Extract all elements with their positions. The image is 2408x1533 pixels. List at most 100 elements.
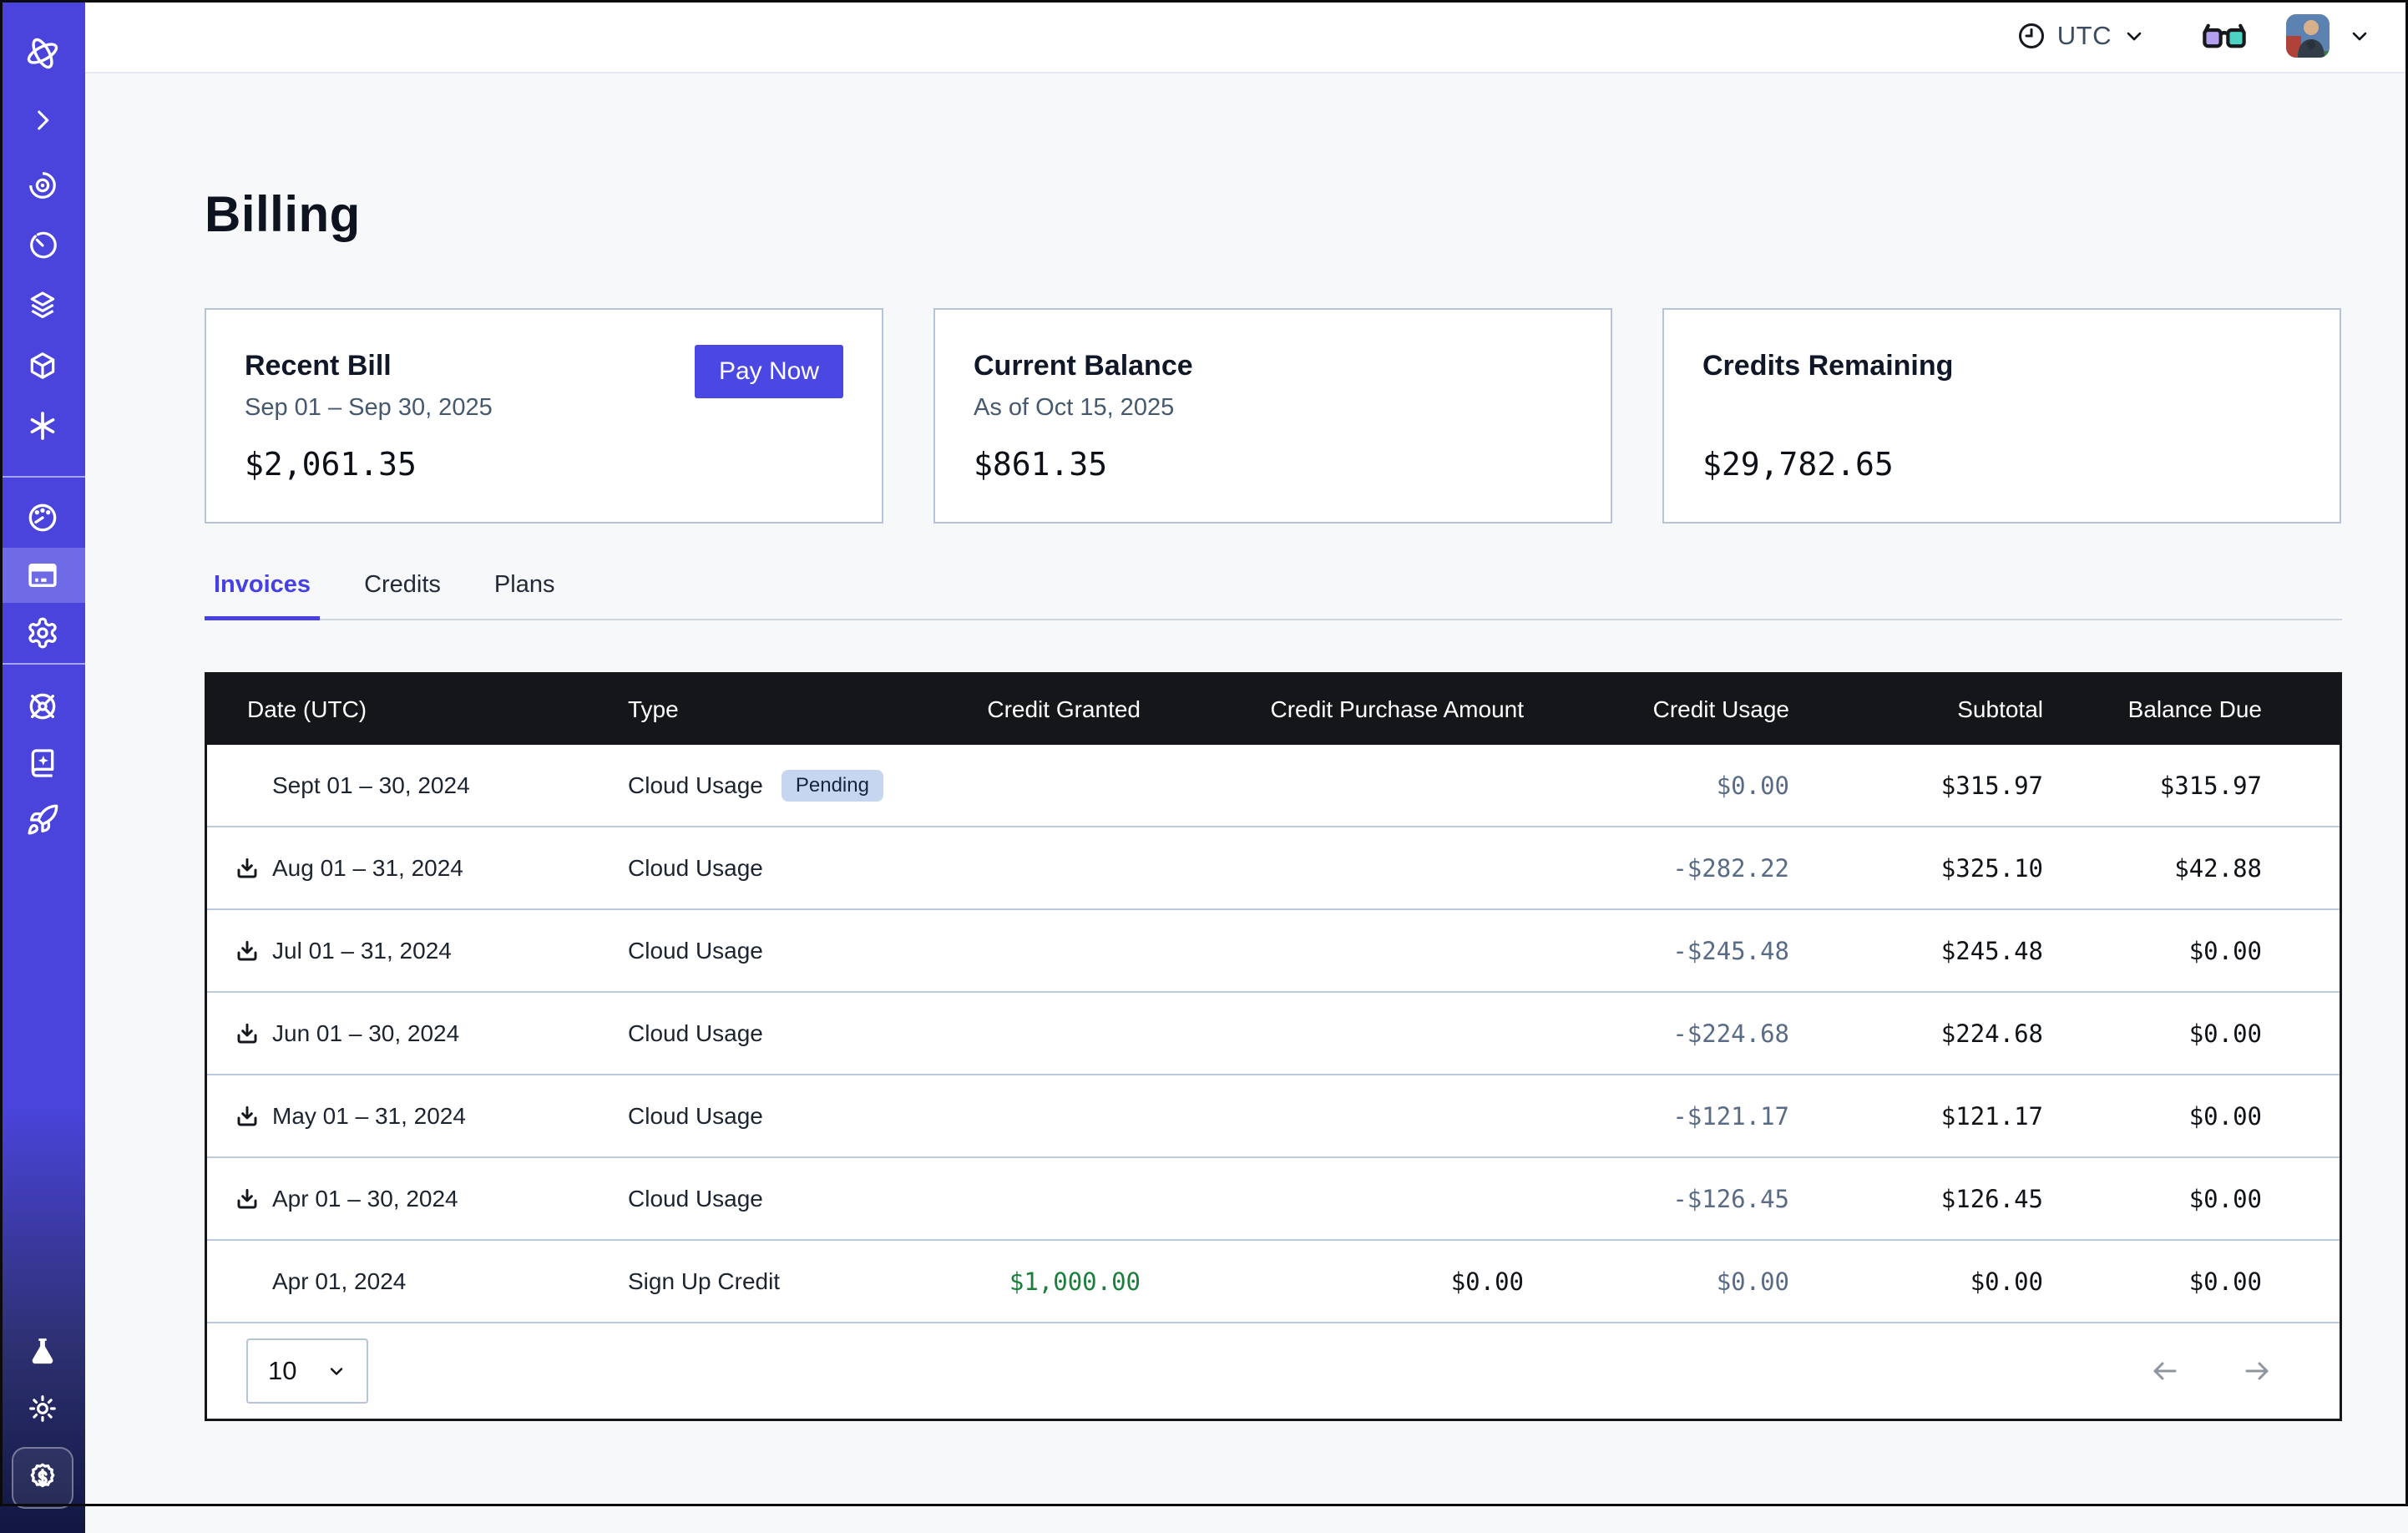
timer-icon [27,230,58,261]
table-row: May 01 – 31, 2024 Cloud Usage -$121.17 $… [207,1074,2340,1156]
next-page-button[interactable] [2238,1356,2276,1386]
flask-icon [26,1335,59,1369]
invoice-date: May 01 – 31, 2024 [272,1103,466,1130]
card-subtitle: Sep 01 – Sep 30, 2025 [245,394,843,422]
invoice-type: Cloud Usage [628,938,763,964]
download-icon [234,1020,261,1047]
sidebar-item-getting-started[interactable] [0,793,85,847]
table-row: Apr 01 – 30, 2024 Cloud Usage -$126.45 $… [207,1156,2340,1239]
user-menu[interactable] [2286,14,2371,58]
pay-now-button[interactable]: Pay Now [695,345,843,398]
glasses-icon [2201,21,2248,51]
wheel-icon [26,690,59,723]
credit-usage-value: -$126.45 [1524,1185,1789,1213]
download-invoice-button[interactable] [234,938,261,964]
credit-usage-value: -$245.48 [1524,937,1789,965]
billing-tabs: Invoices Credits Plans [205,571,2342,620]
gear-icon [26,616,59,650]
sidebar [0,0,85,1533]
column-header-subtotal: Subtotal [1789,696,2043,723]
sidebar-item-cube[interactable] [0,339,85,392]
subtotal-value: $121.17 [1789,1102,2043,1131]
sidebar-item-labs[interactable] [26,1325,59,1379]
invoice-type: Cloud Usage [628,1186,763,1212]
credit-usage-value: $0.00 [1524,772,1789,800]
rocket-icon [26,803,59,837]
orbit-logo-icon [23,34,62,73]
credit-granted-value: $1,000.00 [950,1267,1141,1296]
invoice-type: Cloud Usage [628,772,763,799]
chevron-down-icon [326,1361,347,1381]
subtotal-value: $0.00 [1789,1267,2043,1296]
column-header-credit-purchase: Credit Purchase Amount [1141,696,1524,723]
balance-due-value: $0.00 [2043,937,2340,965]
download-icon [234,1186,261,1212]
credit-usage-value: -$282.22 [1524,854,1789,883]
subtotal-value: $315.97 [1789,772,2043,800]
download-invoice-button[interactable] [234,855,261,882]
download-icon [234,855,261,882]
page-size-select[interactable]: 10 [246,1338,368,1404]
sidebar-item-settings[interactable] [0,606,85,660]
view-mode-button[interactable] [2201,21,2248,51]
sidebar-item-asterisk[interactable] [0,399,85,453]
sidebar-item-layers[interactable] [0,279,85,332]
invoice-type: Cloud Usage [628,1103,763,1130]
table-row: Apr 01, 2024 Sign Up Credit $1,000.00 $0… [207,1239,2340,1322]
download-icon [234,938,261,964]
table-row: Jul 01 – 31, 2024 Cloud Usage -$245.48 $… [207,908,2340,991]
download-invoice-button[interactable] [234,1020,261,1047]
balance-due-value: $42.88 [2043,854,2340,883]
sidebar-item-logo[interactable] [0,27,85,80]
topbar: UTC [85,0,2408,73]
balance-due-value: $0.00 [2043,1102,2340,1131]
summary-cards: Recent Bill Sep 01 – Sep 30, 2025 $2,061… [205,308,2342,524]
sidebar-divider [0,476,85,478]
billing-card-icon [25,558,60,593]
invoice-date: Apr 01 – 30, 2024 [272,1186,458,1212]
credit-purchase-value: $0.00 [1141,1267,1524,1296]
credits-remaining-card: Credits Remaining $29,782.65 [1662,308,2341,524]
subtotal-value: $224.68 [1789,1019,2043,1048]
dollar-badge-icon [25,1460,60,1495]
credit-usage-value: -$224.68 [1524,1019,1789,1048]
download-invoice-button[interactable] [234,1186,261,1212]
column-header-credit-granted: Credit Granted [950,696,1141,723]
tab-credits[interactable]: Credits [355,571,450,619]
column-header-type: Type [599,696,950,723]
sidebar-item-explore[interactable] [0,680,85,733]
previous-page-button[interactable] [2146,1356,2184,1386]
layers-icon [27,290,58,321]
pagination: 10 [207,1322,2340,1419]
sidebar-item-theme[interactable] [27,1382,58,1435]
sidebar-item-observe[interactable] [0,159,85,212]
sidebar-item-timer[interactable] [0,219,85,272]
credits-button[interactable] [12,1447,73,1509]
sidebar-item-dashboard[interactable] [0,491,85,544]
cube-icon [27,350,58,382]
subtotal-value: $325.10 [1789,854,2043,883]
download-invoice-button[interactable] [234,1103,261,1130]
recent-bill-card: Recent Bill Sep 01 – Sep 30, 2025 $2,061… [205,308,883,524]
card-title: Current Balance [974,350,1572,382]
sun-icon [27,1393,58,1424]
sidebar-item-expand[interactable] [0,94,85,147]
timezone-selector[interactable]: UTC [2016,21,2146,51]
sidebar-bottom-group [0,1325,85,1533]
tab-invoices[interactable]: Invoices [205,571,320,619]
invoice-type: Cloud Usage [628,1020,763,1047]
tab-plans[interactable]: Plans [485,571,564,619]
book-sparkle-icon [26,746,59,780]
timezone-label: UTC [2057,21,2112,51]
invoice-date: Sept 01 – 30, 2024 [272,772,470,799]
sidebar-item-billing[interactable] [0,548,85,603]
avatar [2286,14,2330,58]
table-row: Jun 01 – 30, 2024 Cloud Usage -$224.68 $… [207,991,2340,1074]
arrow-left-icon [2146,1356,2184,1386]
table-body: Sept 01 – 30, 2024 Cloud Usage Pending $… [207,745,2340,1322]
page-size-value: 10 [268,1356,296,1386]
current-balance-amount: $861.35 [974,446,1572,483]
invoice-type: Cloud Usage [628,855,763,882]
column-header-credit-usage: Credit Usage [1524,696,1789,723]
sidebar-item-docs[interactable] [0,736,85,790]
